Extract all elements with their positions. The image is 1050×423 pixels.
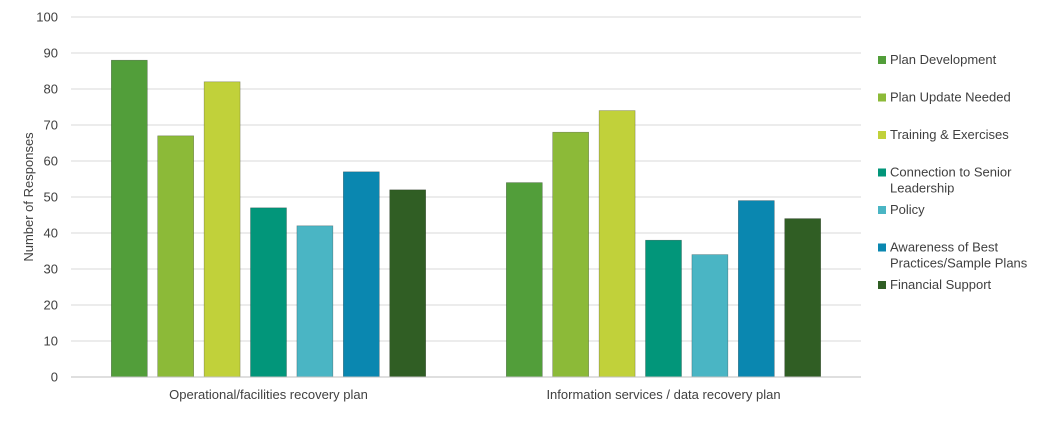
y-tick-label: 30 bbox=[44, 262, 58, 277]
bar-2-category-1 bbox=[157, 135, 194, 378]
legend-label: Practices/Sample Plans bbox=[890, 256, 1028, 271]
bar-7-category-1 bbox=[389, 189, 427, 378]
legend-swatch bbox=[878, 168, 886, 177]
legend-label: Plan Update Needed bbox=[890, 90, 1011, 105]
y-tick-label: 70 bbox=[44, 118, 58, 133]
bars bbox=[111, 59, 822, 378]
x-axis: Operational/facilities recovery plan Info… bbox=[71, 376, 861, 402]
y-tick-label: 90 bbox=[44, 46, 58, 61]
y-tick-label: 40 bbox=[44, 226, 58, 241]
y-tick-label: 10 bbox=[44, 334, 58, 349]
bar-2-category-2 bbox=[552, 131, 590, 378]
legend-swatch bbox=[878, 206, 886, 214]
bar-4-category-2 bbox=[645, 239, 682, 378]
bar-1-category-2 bbox=[505, 182, 543, 378]
y-tick-label: 50 bbox=[44, 190, 58, 205]
legend-label: Awareness of Best bbox=[890, 240, 999, 255]
legend-swatch bbox=[878, 56, 886, 64]
y-axis-title: Number of Responses bbox=[21, 132, 36, 262]
bar-4-category-1 bbox=[250, 207, 287, 378]
y-axis-ticks: 0 10 20 30 40 50 60 70 80 90 100 bbox=[36, 10, 58, 385]
bar-1-category-1 bbox=[111, 59, 148, 378]
bar-6-category-2 bbox=[737, 200, 775, 378]
x-category-label: Information services / data recovery pla… bbox=[546, 387, 780, 402]
legend-label: Connection to Senior bbox=[890, 165, 1012, 180]
y-tick-label: 100 bbox=[36, 10, 58, 25]
legend-label: Policy bbox=[890, 202, 925, 217]
legend-swatch bbox=[878, 131, 886, 139]
legend-label: Plan Development bbox=[890, 52, 997, 67]
bar-3-category-2 bbox=[598, 110, 636, 378]
bar-3-category-1 bbox=[203, 81, 241, 378]
legend-swatch bbox=[878, 281, 886, 289]
legend-label: Training & Exercises bbox=[890, 127, 1009, 142]
legend: Plan Development Plan Update Needed Traini… bbox=[878, 52, 1028, 292]
y-tick-label: 20 bbox=[44, 298, 58, 313]
bar-5-category-1 bbox=[296, 225, 334, 378]
legend-label: Financial Support bbox=[890, 277, 992, 292]
bar-5-category-2 bbox=[691, 254, 729, 378]
legend-swatch bbox=[878, 243, 886, 252]
y-tick-label: 80 bbox=[44, 82, 58, 97]
y-tick-label: 0 bbox=[51, 370, 58, 385]
x-category-label: Operational/facilities recovery plan bbox=[169, 387, 368, 402]
bar-6-category-1 bbox=[342, 171, 380, 378]
legend-swatch bbox=[878, 93, 886, 102]
y-tick-label: 60 bbox=[44, 154, 58, 169]
bar-7-category-2 bbox=[784, 218, 822, 378]
legend-label: Leadership bbox=[890, 181, 954, 196]
gridlines bbox=[71, 16, 861, 342]
